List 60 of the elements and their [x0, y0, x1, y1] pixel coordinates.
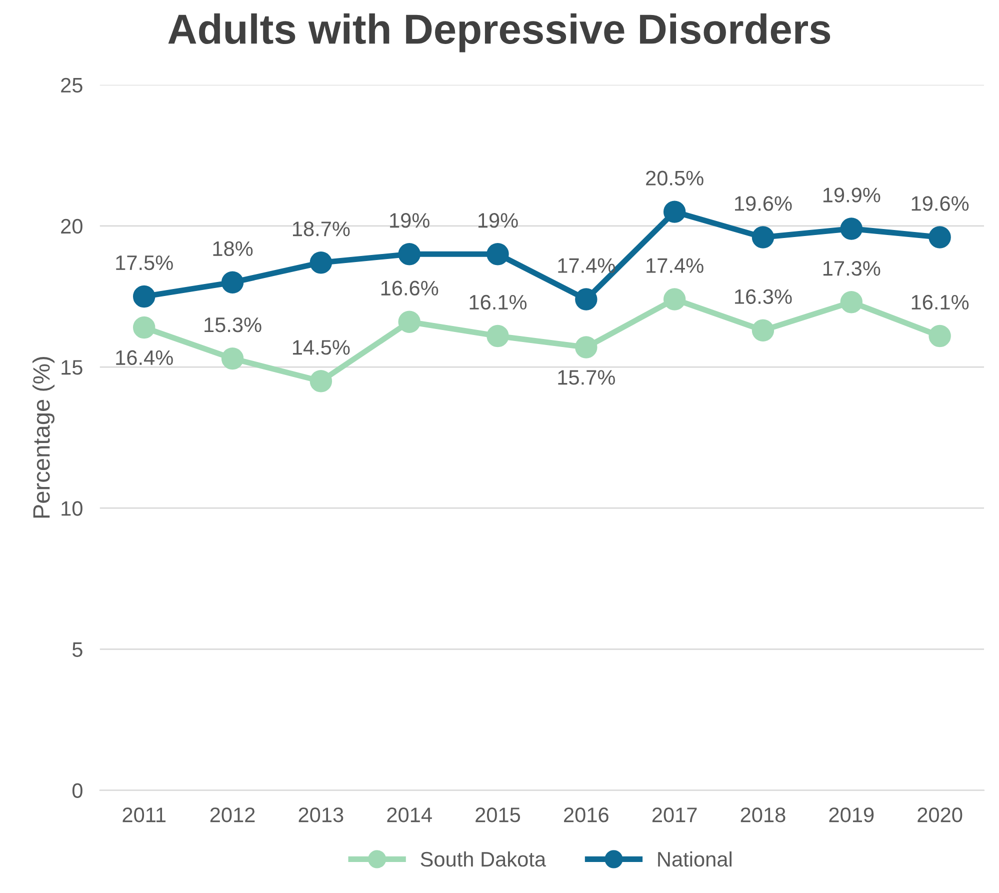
point — [132, 285, 156, 308]
point — [221, 347, 244, 370]
x-tick-label: 2016 — [564, 808, 608, 822]
y-tick-label: 25 — [61, 78, 82, 93]
data-label: 15.7% — [558, 370, 615, 385]
point — [132, 316, 156, 339]
y-tick-label: 10 — [62, 501, 82, 516]
chart-title: Adults with Depressive Disorders — [168, 13, 830, 52]
point — [840, 291, 863, 314]
legend-label: National — [658, 851, 732, 867]
x-tick-label: 2013 — [298, 808, 344, 822]
point — [663, 200, 686, 223]
point — [840, 218, 863, 240]
y-tick-label: 0 — [72, 783, 82, 798]
data-label: 17.4% — [558, 258, 615, 273]
x-tick-label: 2011 — [122, 808, 166, 822]
data-label: 16.4% — [116, 350, 173, 366]
point — [575, 288, 598, 310]
point — [575, 336, 598, 358]
data-label: 17.5% — [116, 255, 173, 270]
x-tick-label: 2018 — [740, 808, 786, 822]
data-label: 19% — [478, 213, 518, 228]
point — [928, 226, 951, 248]
data-label: 19.6% — [735, 196, 792, 211]
x-tick-label: 2017 — [652, 808, 697, 822]
point — [928, 324, 951, 348]
x-tick-label: 2015 — [476, 808, 520, 822]
data-label: 20.5% — [646, 170, 704, 186]
point — [752, 319, 774, 342]
x-tick-label: 2012 — [210, 808, 255, 822]
y-tick-label: 15 — [62, 360, 82, 375]
data-label: 18.7% — [292, 222, 350, 236]
point — [486, 324, 509, 348]
y-tick-label: 5 — [72, 642, 82, 657]
x-tick-label: 2014 — [387, 808, 432, 822]
data-label: 16.1% — [470, 294, 527, 310]
point — [221, 271, 244, 294]
y-tick-label: 20 — [61, 218, 82, 234]
data-label: 16.1% — [912, 294, 969, 310]
data-label: 16.6% — [381, 280, 438, 296]
data-label: 14.5% — [292, 340, 350, 355]
data-label: 17.4% — [646, 258, 704, 273]
legend-label: South Dakota — [420, 851, 546, 867]
point — [398, 310, 420, 333]
data-label: 19.9% — [823, 188, 880, 202]
point — [310, 370, 332, 392]
point — [663, 288, 686, 310]
y-axis-title: Percentage (%) — [32, 357, 55, 518]
data-label: 15.3% — [204, 317, 262, 332]
data-label: 17.3% — [823, 261, 880, 276]
point — [486, 243, 509, 266]
data-label: 19.6% — [912, 196, 969, 211]
data-label: 18% — [213, 241, 253, 256]
x-tick-label: 2019 — [829, 808, 874, 822]
data-label: 19% — [390, 213, 430, 228]
point — [310, 252, 332, 274]
x-tick-label: 2020 — [918, 808, 962, 822]
point — [752, 226, 774, 248]
point — [398, 243, 420, 266]
data-label: 16.3% — [735, 289, 792, 304]
